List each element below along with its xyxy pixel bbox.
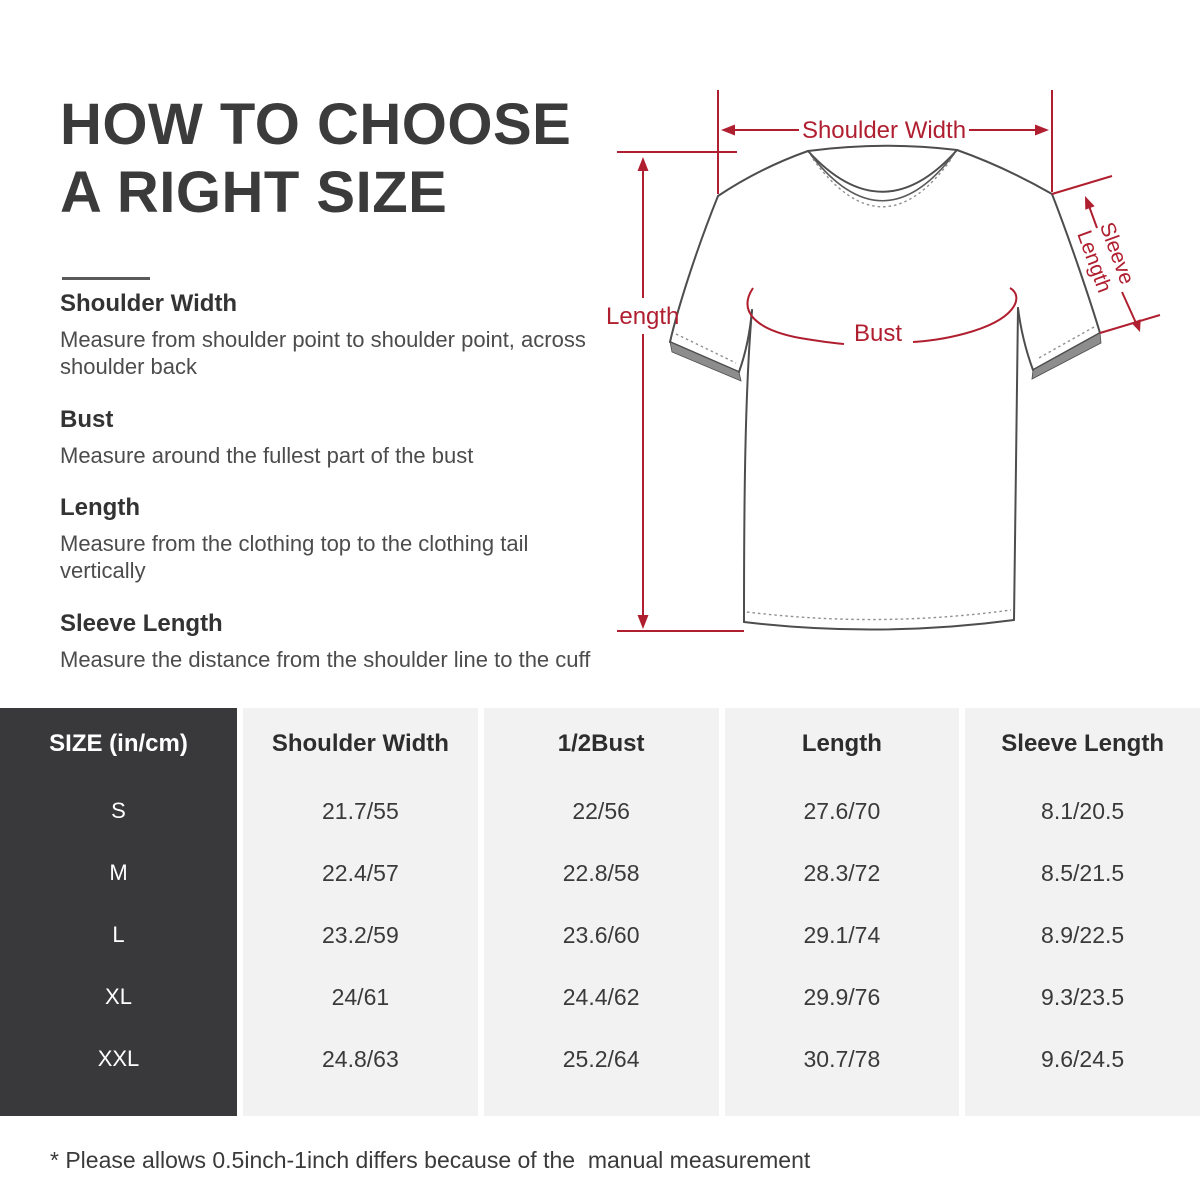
instruction-heading: Bust [60,405,114,433]
size-row-label: L [0,904,237,966]
table-cell: 21.7/55 [243,780,478,842]
instruction-text: Measure the distance from the shoulder l… [60,646,591,672]
size-table-header-sleeve-length: Sleeve Length [965,708,1200,780]
size-row-label: S [0,780,237,842]
table-cell: 25.2/64 [483,1028,719,1090]
instruction-text: Measure from shoulder point to shoulder … [60,326,586,380]
table-cell: 23.2/59 [243,904,478,966]
left-cuff-hem [669,341,742,382]
title-divider [62,277,150,280]
table-cell: 24.4/62 [483,966,719,1028]
table-cell: 30.7/78 [724,1028,960,1090]
instruction-bust: Bust Measure around the fullest part of … [60,406,618,469]
measure-instructions: Shoulder Width Measure from shoulder poi… [60,290,618,698]
size-row-label: XL [0,966,237,1028]
table-cell: 28.3/72 [724,842,960,904]
table-cell: 29.9/76 [724,966,960,1028]
measurement-disclaimer: * Please allows 0.5inch-1inch differs be… [50,1147,811,1173]
instruction-heading: Sleeve Length [60,609,223,637]
instruction-length: Length Measure from the clothing top to … [60,494,618,585]
table-cell: 22/56 [483,780,719,842]
page-title: HOW TO CHOOSE A RIGHT SIZE [60,91,571,227]
tshirt-diagram: Shoulder Width Length Bust [580,40,1200,700]
right-cuff-hem [1031,332,1102,380]
size-table-header-shoulder: Shoulder Width [243,708,478,780]
table-cell: 24.8/63 [243,1028,478,1090]
sleeve-length-annotation: Sleeve Length [1051,175,1161,334]
table-cell: 24/61 [243,966,478,1028]
table-cell: 8.1/20.5 [965,780,1200,842]
table-filler [243,1090,478,1116]
page-title-line1: HOW TO CHOOSE [60,91,572,157]
instruction-heading: Shoulder Width [60,290,238,317]
table-filler [483,1090,719,1116]
shoulder-width-label: Shoulder Width [802,117,966,144]
size-table-header-size: SIZE (in/cm) [0,708,237,780]
instruction-text: Measure around the fullest part of the b… [60,442,474,468]
page-title-line2: A RIGHT SIZE [60,159,448,225]
length-label: Length [606,303,679,330]
table-cell: 9.3/23.5 [965,966,1200,1028]
size-table-header-length: Length [724,708,960,780]
tshirt-diagram-svg: Shoulder Width Length Bust [606,90,1161,632]
table-cell: 9.6/24.5 [965,1028,1200,1090]
bust-label: Bust [854,320,902,347]
table-cell: 22.8/58 [483,842,719,904]
bust-annotation: Bust [746,287,1018,347]
table-filler [0,1090,237,1116]
table-cell: 8.5/21.5 [965,842,1200,904]
instruction-text: Measure from the clothing top to the clo… [60,530,529,584]
table-filler [965,1090,1200,1116]
size-row-label: XXL [0,1028,237,1090]
size-row-label: M [0,842,237,904]
table-filler [724,1090,960,1116]
instruction-shoulder-width: Shoulder Width Measure from shoulder poi… [60,290,618,381]
table-cell: 8.9/22.5 [965,904,1200,966]
measurement-annotations: Shoulder Width Length Bust [606,90,1161,632]
table-cell: 29.1/74 [724,904,960,966]
instruction-sleeve-length: Sleeve Length Measure the distance from … [60,610,618,673]
table-cell: 27.6/70 [724,780,960,842]
tshirt-outline [669,144,1102,631]
instruction-heading: Length [60,494,140,522]
table-cell: 22.4/57 [243,842,478,904]
size-table-header-bust: 1/2Bust [483,708,719,780]
size-table: SIZE (in/cm) Shoulder Width 1/2Bust Leng… [0,708,1200,1116]
table-cell: 23.6/60 [483,904,719,966]
